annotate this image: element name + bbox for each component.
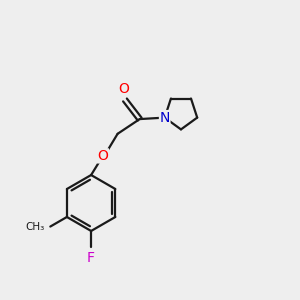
Text: O: O	[118, 82, 129, 96]
Text: N: N	[160, 111, 170, 124]
Text: CH₃: CH₃	[26, 222, 45, 232]
Text: O: O	[98, 149, 108, 163]
Text: F: F	[87, 251, 95, 265]
